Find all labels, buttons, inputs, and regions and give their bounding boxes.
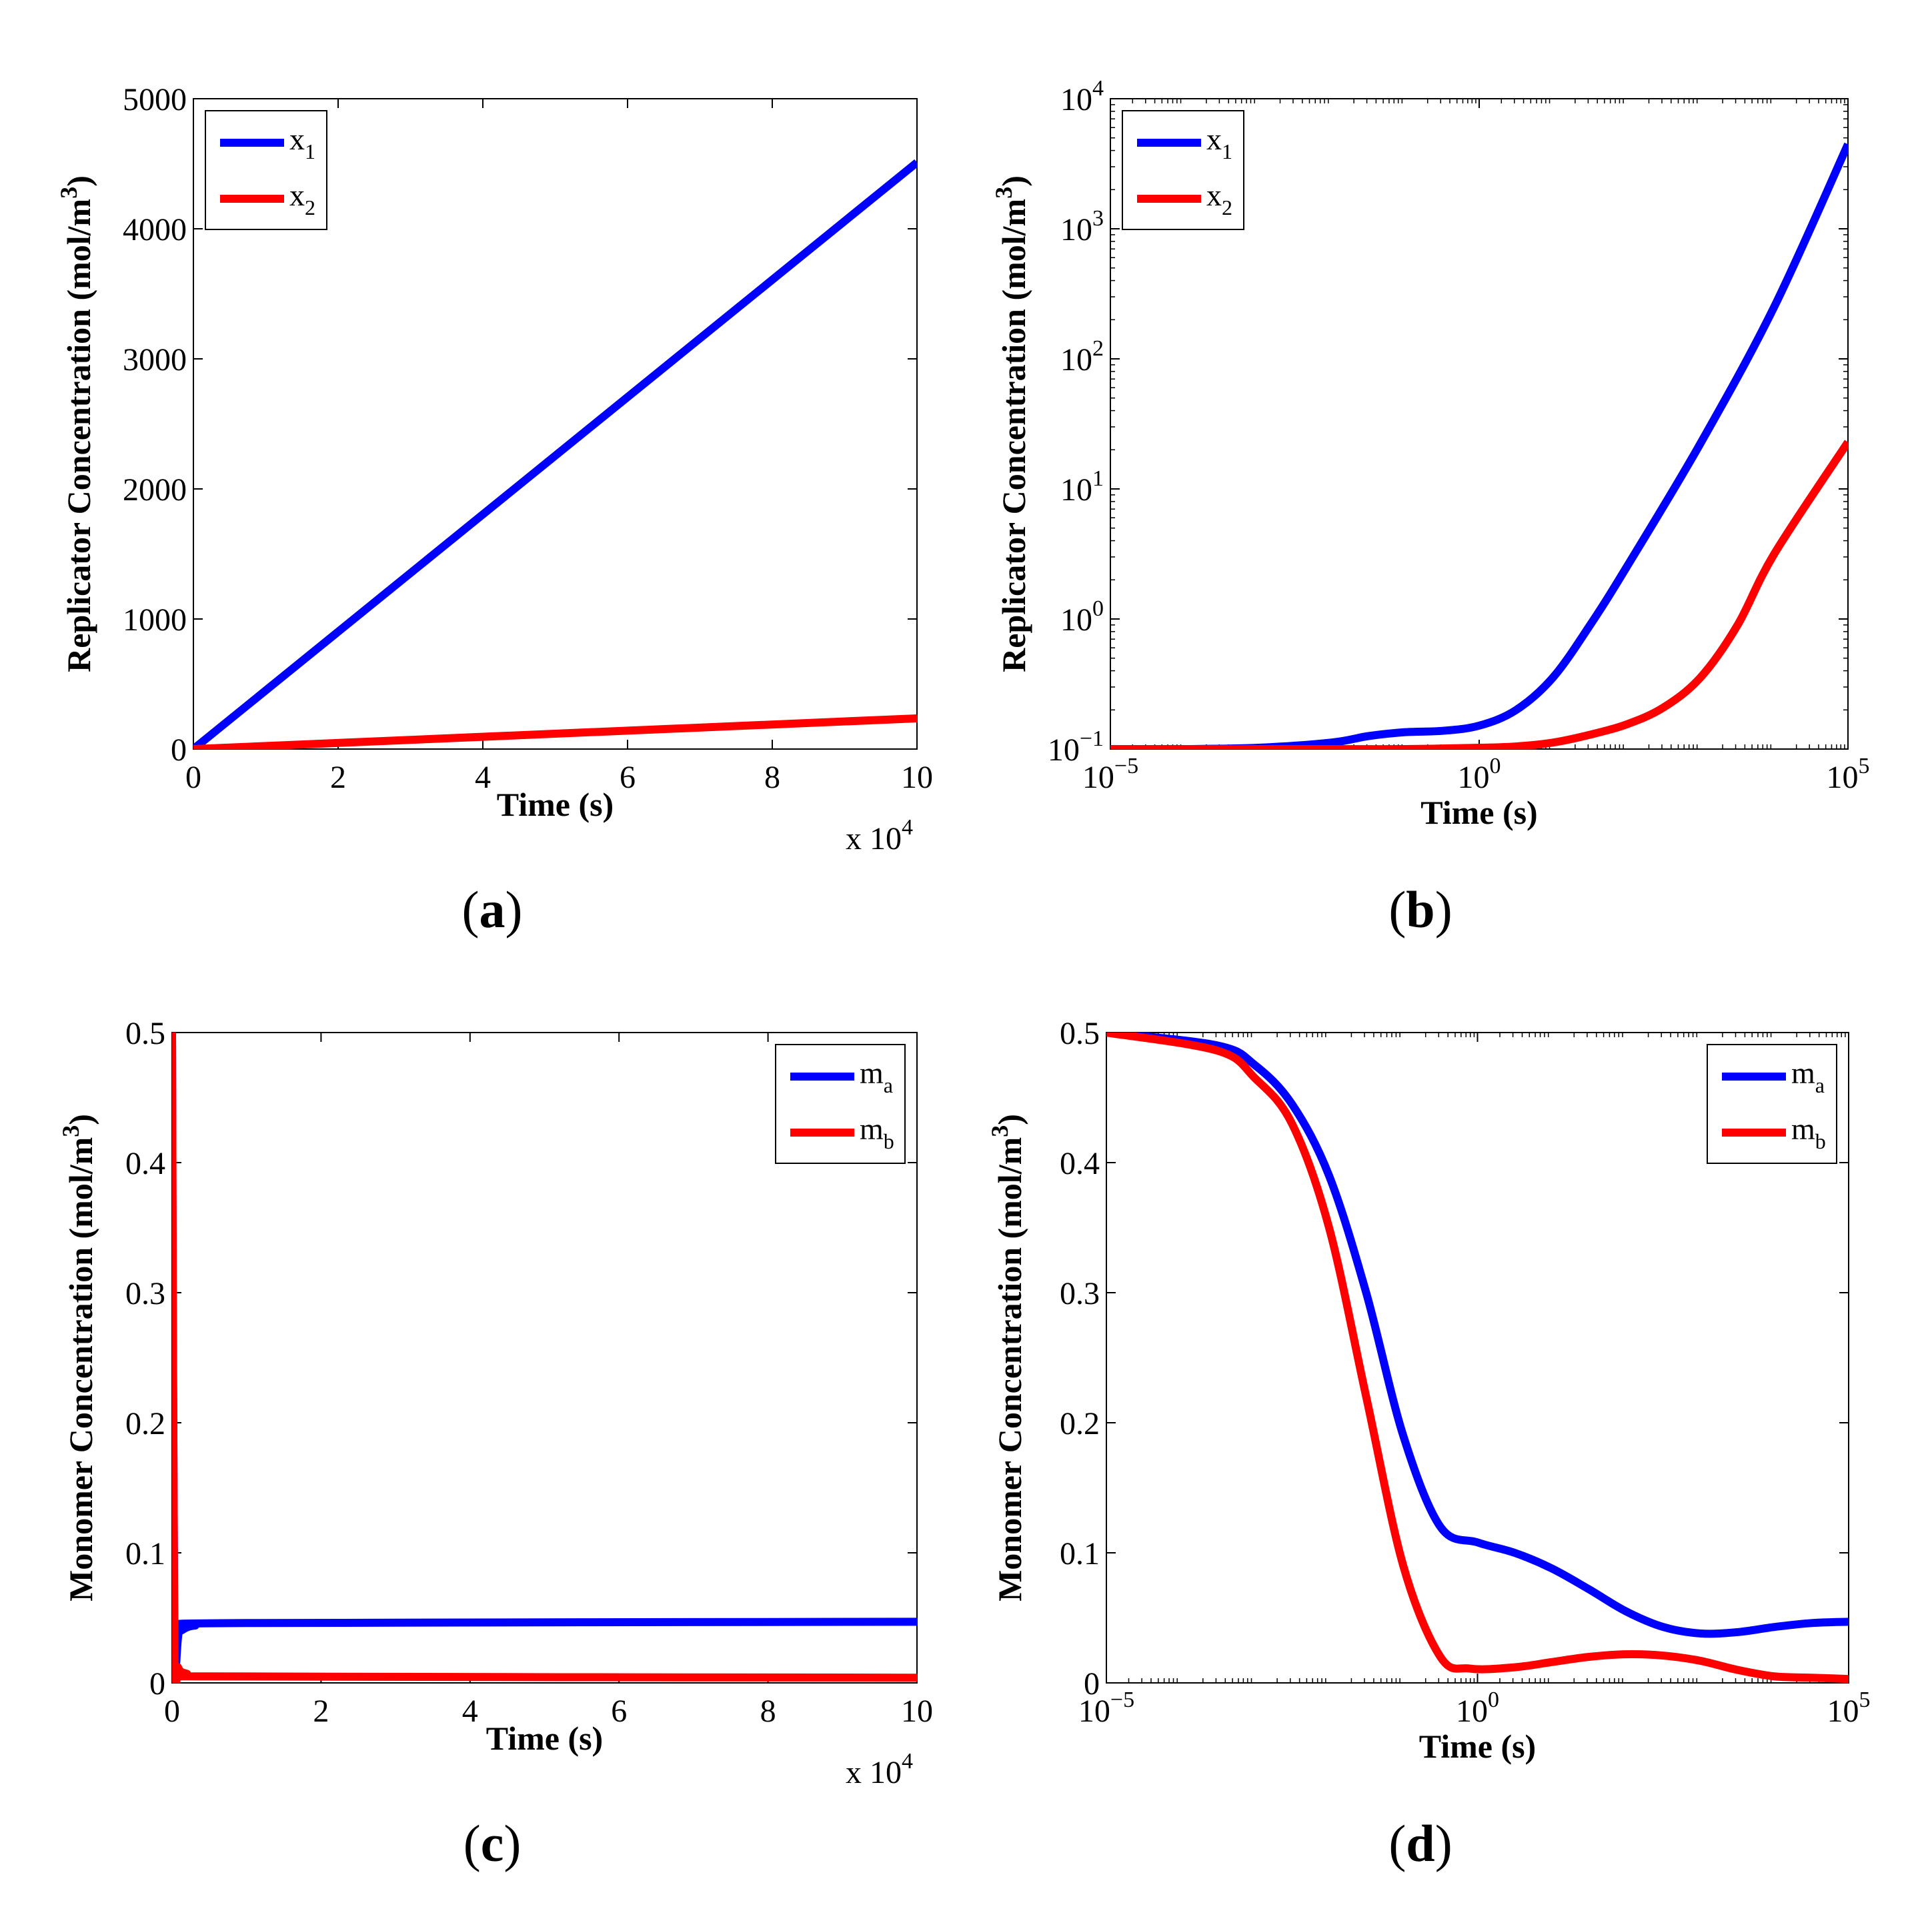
legend-box <box>1707 1044 1837 1164</box>
x-axis-label: Time (s) <box>1419 1728 1536 1765</box>
legend: ma mb <box>1707 1044 1837 1164</box>
panel-label-d: (d) <box>1388 1814 1452 1872</box>
series-line-mb <box>172 1033 917 1683</box>
x-tick-label: 2 <box>313 1694 329 1729</box>
panel-label-a: (a) <box>462 880 523 938</box>
legend-box <box>205 110 327 230</box>
y-tick-label: 10−1 <box>1048 726 1104 768</box>
panel-label-b: (b) <box>1388 880 1452 938</box>
legend-entry-mb: mb <box>860 1112 894 1153</box>
y-tick-label: 0.3 <box>1060 1276 1100 1311</box>
x-tick-label: 4 <box>462 1694 478 1729</box>
y-axis-label: Monomer Concentration (mol/m3) <box>986 1114 1028 1602</box>
legend-entry-x2: x2 <box>289 178 315 219</box>
y-tick-label: 0.4 <box>1060 1146 1100 1181</box>
x-axis-multiplier: x 104 <box>846 815 913 856</box>
x-tick-label: 2 <box>330 760 346 795</box>
y-tick-label: 0.4 <box>125 1146 165 1181</box>
chart-panel-b: 10−5 100 105 10−1 100 101 102 103 104 Time (s) Rep… <box>990 76 1870 831</box>
x-tick-label: 105 <box>1827 754 1870 795</box>
legend-entry-x1: x1 <box>1206 122 1232 163</box>
y-tick-label: 0.5 <box>125 1016 165 1051</box>
y-tick-label: 0.2 <box>125 1406 165 1441</box>
x-tick-label: 10 <box>901 760 933 795</box>
y-tick-label: 0 <box>1084 1666 1100 1702</box>
y-axis-label: Monomer Concentration (mol/m3) <box>57 1114 99 1602</box>
x-tick-label: 4 <box>475 760 491 795</box>
legend-entry-mb: mb <box>1791 1112 1826 1153</box>
y-tick-label: 0.1 <box>1060 1536 1100 1571</box>
y-tick-label: 1000 <box>123 602 187 638</box>
series-line-mb <box>1106 1033 1849 1683</box>
legend-entry-ma: ma <box>860 1056 893 1097</box>
series-line-x1 <box>1110 142 1848 749</box>
x-axis-label: Time (s) <box>486 1720 603 1757</box>
y-tick-label: 102 <box>1060 336 1104 378</box>
panel-label-c: (c) <box>463 1814 522 1872</box>
series-line-x2 <box>1110 440 1848 749</box>
x-tick-label: 6 <box>620 760 636 795</box>
series-line-ma <box>1106 1033 1849 1638</box>
x-tick-label: 100 <box>1458 754 1501 795</box>
x-tick-label: 0 <box>164 1694 180 1729</box>
y-tick-label: 104 <box>1060 76 1104 117</box>
x-axis-label: Time (s) <box>497 786 614 823</box>
x-tick-label: 10−5 <box>1082 754 1138 795</box>
y-tick-label: 0.1 <box>125 1536 165 1571</box>
series-line-x1 <box>193 159 917 749</box>
y-tick-label: 100 <box>1060 596 1104 638</box>
y-tick-label: 5000 <box>123 82 187 117</box>
x-tick-label: 8 <box>760 1694 776 1729</box>
legend-box <box>1122 110 1244 230</box>
y-tick-label: 4000 <box>123 212 187 247</box>
x-tick-label: 6 <box>611 1694 627 1729</box>
legend-box <box>775 1044 906 1164</box>
chart-panel-d: 10−5 100 105 0 0.1 0.2 0.3 0.4 0.5 Time (s) Monome… <box>986 1016 1871 1765</box>
y-tick-label: 3000 <box>123 342 187 378</box>
y-axis-label: Replicator Concentration (mol/m3) <box>990 175 1032 672</box>
plot-area <box>193 98 918 750</box>
x-axis-multiplier: x 104 <box>846 1749 913 1790</box>
y-tick-label: 101 <box>1060 466 1104 508</box>
x-tick-label: 105 <box>1827 1688 1871 1729</box>
x-tick-label: 8 <box>764 760 780 795</box>
y-tick-label: 0 <box>149 1666 165 1702</box>
y-tick-label: 103 <box>1060 206 1104 247</box>
x-axis-label: Time (s) <box>1420 794 1537 831</box>
chart-panel-a: 0 2 4 6 8 10 0 1000 2000 3000 4000 5000 Time (s) Repl… <box>55 82 933 856</box>
y-tick-label: 0.2 <box>1060 1406 1100 1441</box>
y-tick-label: 2000 <box>123 472 187 508</box>
x-tick-label: 10 <box>901 1694 933 1729</box>
y-axis-label: Replicator Concentration (mol/m3) <box>55 175 97 672</box>
legend-entry-x1: x1 <box>289 122 315 163</box>
series-line-x2 <box>193 714 917 749</box>
x-tick-label: 0 <box>185 760 201 795</box>
y-tick-label: 0.3 <box>125 1276 165 1311</box>
legend-entry-x2: x2 <box>1206 178 1232 219</box>
y-tick-label: 0 <box>171 732 187 768</box>
x-tick-label: 10−5 <box>1078 1688 1134 1729</box>
x-tick-label: 100 <box>1456 1688 1499 1729</box>
legend-entry-ma: ma <box>1791 1056 1825 1097</box>
chart-panel-c: 0 2 4 6 8 10 0 0.1 0.2 0.3 0.4 0.5 Time (s) Monomer C… <box>57 1016 933 1790</box>
y-tick-label: 0.5 <box>1060 1016 1100 1051</box>
legend: ma mb <box>775 1044 906 1164</box>
